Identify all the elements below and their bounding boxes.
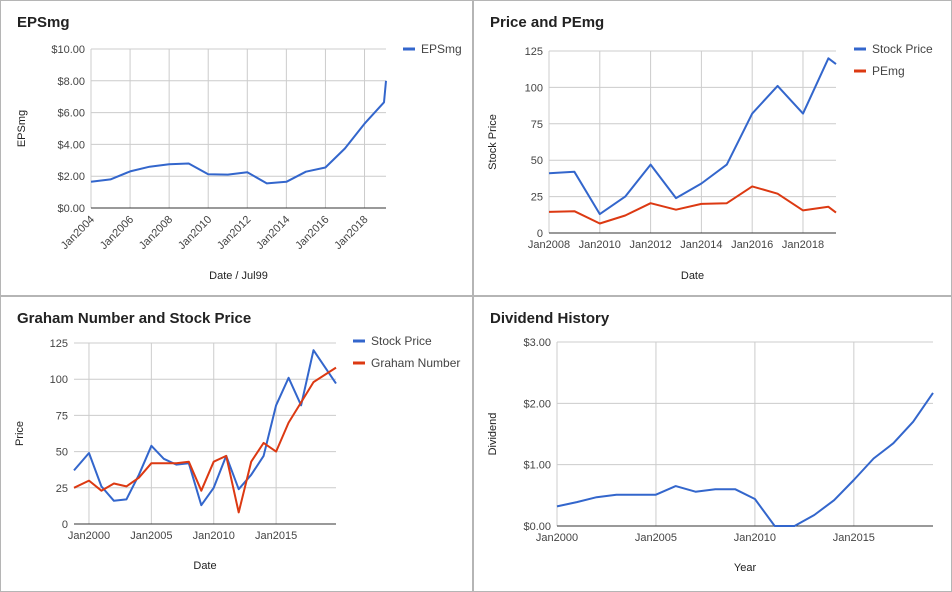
chart-title: Price and PEmg (490, 14, 605, 31)
dividend-chart-svg: $0.00 $1.00 $2.00 $3.00 Jan2000 Jan2005 Jan201… (487, 337, 934, 574)
series-line-0 (73, 349, 337, 507)
y-tick-label: 125 (50, 338, 68, 350)
x-tick-label: Jan2000 (68, 530, 110, 542)
x-axis-title: Year (734, 562, 757, 574)
y-tick-label: $2.00 (523, 398, 551, 410)
x-tick-label: Jan2004 (59, 214, 97, 252)
x-tick-label: Jan2018 (782, 239, 824, 251)
y-tick-label: 100 (50, 374, 68, 386)
x-tick-label: Jan2010 (176, 214, 214, 252)
x-tick-label: Jan2014 (254, 214, 292, 252)
x-tick-label: Jan2000 (536, 532, 578, 544)
epsmg-chart-panel: EPSmg $0.00 $2.00 $4.00 $6.00 $8.00 $10.00 Jan… (0, 0, 473, 296)
y-tick-label: 25 (56, 483, 68, 495)
y-tick-label: $8.00 (57, 76, 85, 88)
legend-label: Stock Price (872, 42, 933, 56)
y-tick-label: 125 (525, 46, 543, 58)
legend-label: EPSmg (421, 42, 462, 56)
y-tick-label: 75 (56, 410, 68, 422)
x-tick-label: Jan2008 (528, 239, 570, 251)
legend-label: Stock Price (371, 334, 432, 348)
y-axis-title: Price (14, 421, 26, 446)
graham-chart-panel: Graham Number and Stock Price 0 25 50 75 100… (0, 296, 473, 592)
x-axis-title: Date (193, 560, 216, 572)
series-line-0 (548, 57, 837, 216)
y-tick-label: 50 (531, 155, 543, 167)
y-tick-label: $10.00 (51, 44, 85, 56)
series-line-1 (73, 366, 337, 514)
y-tick-label: 0 (62, 519, 68, 531)
x-tick-label: Jan2005 (635, 532, 677, 544)
y-axis-title: EPSmg (16, 110, 28, 147)
price-pemg-chart-svg: 0 25 50 75 100 125 Jan2008 Jan2010 Jan2012 Jan201… (487, 42, 933, 282)
y-tick-label: $0.00 (523, 521, 551, 533)
y-tick-label: $1.00 (523, 460, 551, 472)
dividend-chart-panel: Dividend History $0.00 $1.00 $2.00 $3.00 Jan… (473, 296, 952, 592)
x-tick-label: Jan2012 (215, 214, 253, 252)
x-tick-label: Jan2008 (137, 214, 175, 252)
price-pemg-chart-panel: Price and PEmg 0 25 50 75 100 125 Jan2008 Jan20… (473, 0, 952, 296)
y-tick-label: 0 (537, 228, 543, 240)
x-tick-label: Jan2006 (98, 214, 136, 252)
series-line-0 (556, 392, 934, 527)
y-axis-title: Stock Price (487, 114, 499, 170)
x-axis-title: Date / Jul99 (209, 270, 268, 282)
series-line-1 (548, 185, 837, 225)
y-tick-label: 50 (56, 447, 68, 459)
y-tick-label: $4.00 (57, 139, 85, 151)
chart-title: EPSmg (17, 14, 70, 31)
x-tick-label: Jan2005 (130, 530, 172, 542)
legend-label: PEmg (872, 64, 905, 78)
x-tick-label: Jan2010 (193, 530, 235, 542)
x-tick-label: Jan2015 (255, 530, 297, 542)
series-line-0 (90, 80, 387, 185)
chart-title: Dividend History (490, 310, 610, 327)
x-tick-label: Jan2016 (731, 239, 773, 251)
y-tick-label: $2.00 (57, 171, 85, 183)
y-tick-label: 25 (531, 192, 543, 204)
x-tick-label: Jan2010 (579, 239, 621, 251)
x-tick-label: Jan2014 (680, 239, 722, 251)
y-tick-label: $0.00 (57, 203, 85, 215)
x-tick-label: Jan2018 (332, 214, 370, 252)
y-tick-label: $6.00 (57, 108, 85, 120)
y-tick-label: 100 (525, 82, 543, 94)
graham-chart-svg: 0 25 50 75 100 125 Jan2000 Jan2005 Jan2010 Jan201… (14, 334, 460, 572)
legend-label: Graham Number (371, 356, 460, 370)
x-axis-title: Date (681, 270, 704, 282)
chart-title: Graham Number and Stock Price (17, 310, 252, 327)
y-tick-label: $3.00 (523, 337, 551, 349)
y-axis-title: Dividend (487, 413, 499, 456)
x-tick-label: Jan2016 (293, 214, 331, 252)
x-tick-label: Jan2012 (629, 239, 671, 251)
x-tick-label: Jan2015 (833, 532, 875, 544)
x-tick-label: Jan2010 (734, 532, 776, 544)
y-tick-label: 75 (531, 119, 543, 131)
